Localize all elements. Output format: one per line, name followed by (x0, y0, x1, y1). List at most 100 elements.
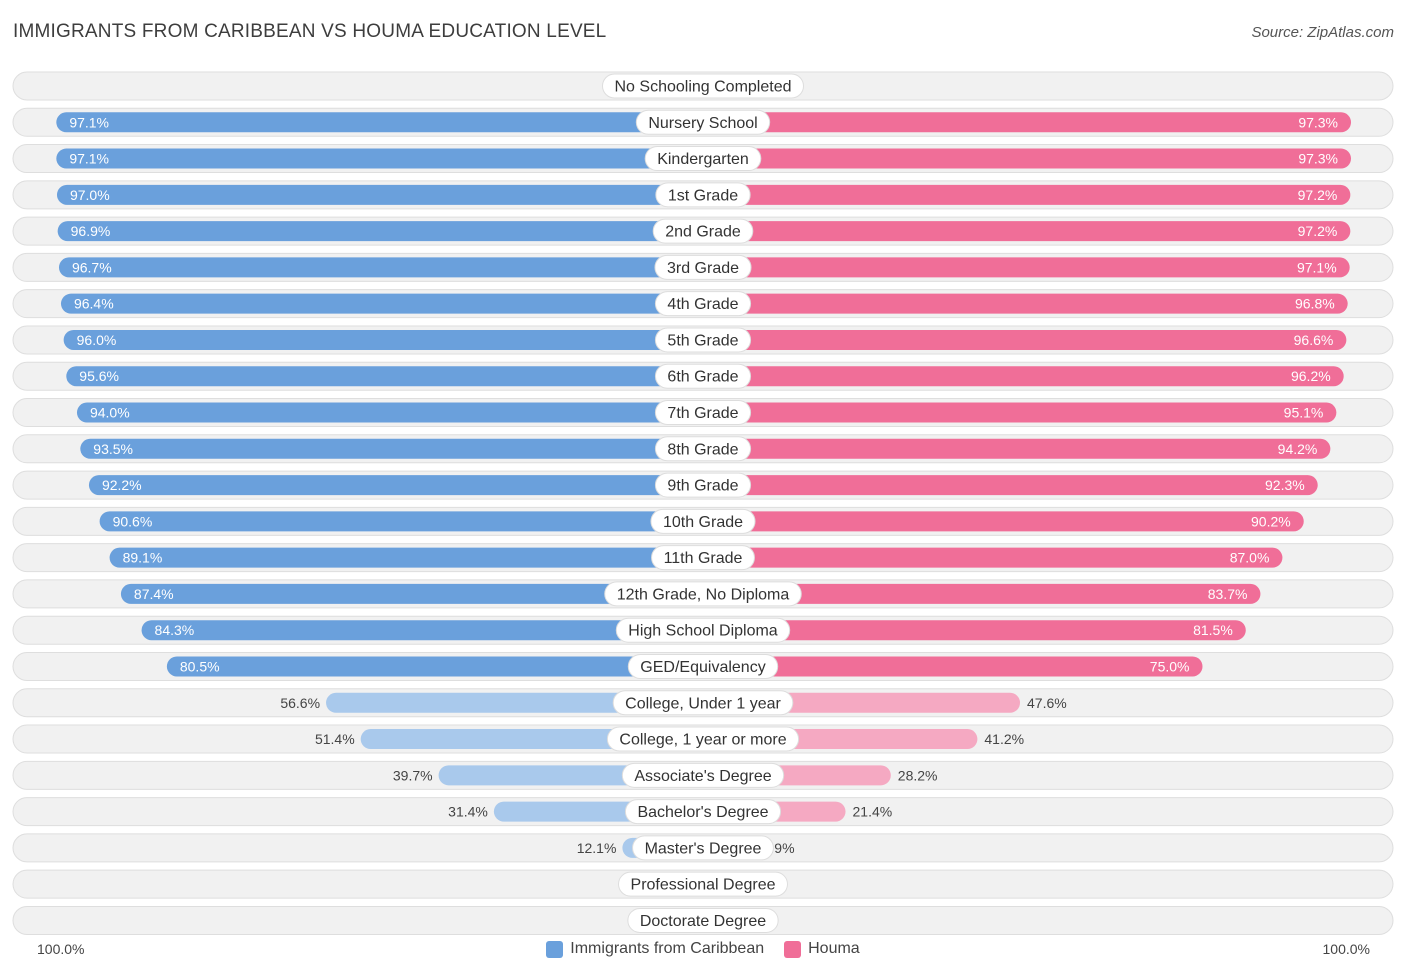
category-pill (621, 762, 785, 788)
category-pill (654, 363, 752, 389)
value-label-right: 21.4% (853, 804, 893, 820)
bar-right (703, 148, 1352, 169)
legend-item-left: Immigrants from Caribbean (546, 940, 764, 958)
legend-swatch-left (546, 940, 564, 958)
value-label-right: 97.3% (1298, 151, 1338, 167)
bar-right (703, 257, 1350, 278)
category-label: 1st Grade (668, 187, 738, 204)
legend-label-right: Houma (808, 940, 860, 957)
chart-title: IMMIGRANTS FROM CARIBBEAN VS HOUMA EDUCA… (13, 21, 607, 42)
bar-left (56, 112, 703, 133)
chart-plot: 2.9%2.8%No Schooling Completed 97.1% 97.3%… (12, 71, 1394, 935)
axis-right-label: 100.0% (1322, 941, 1370, 957)
row-10: 93.5% 94.2% 8th Grade (12, 434, 1394, 464)
category-pill (655, 182, 751, 208)
bar-right (703, 547, 1283, 568)
row-15: 84.3% 81.5% High School Diploma (12, 615, 1394, 645)
value-label-left: 93.5% (93, 441, 133, 457)
category-label: 5th Grade (667, 332, 738, 349)
bar-left (57, 221, 704, 242)
category-pill (627, 653, 779, 679)
category-pill (624, 799, 782, 825)
row-22: 3.5%2.2%Professional Degree (12, 869, 1394, 899)
bar-right (703, 511, 1304, 532)
category-label: Associate's Degree (634, 768, 771, 785)
bar-right (703, 583, 1261, 604)
category-pill (654, 472, 752, 498)
bar-right (703, 221, 1351, 242)
value-label-right: 97.2% (1298, 223, 1338, 239)
bar-right (703, 329, 1347, 350)
value-label-right: 95.1% (1284, 405, 1324, 421)
row-0: 2.9%2.8%No Schooling Completed (12, 71, 1394, 101)
row-7: 96.0% 96.6% 5th Grade (12, 325, 1394, 355)
row-20: 31.4% 21.4% Bachelor's Degree (12, 797, 1394, 827)
bar-left (99, 511, 703, 532)
value-label-right: 28.2% (898, 767, 938, 783)
bar-right (703, 620, 1246, 641)
category-pill (654, 291, 752, 317)
value-label-left: 51.4% (315, 731, 355, 747)
value-label-left: 12.1% (577, 840, 617, 856)
bar-right (703, 184, 1351, 205)
bar-right (703, 438, 1331, 459)
category-pill (652, 218, 754, 244)
value-label-left: 94.0% (90, 405, 130, 421)
value-label-right: 97.3% (1298, 114, 1338, 130)
category-label: 12th Grade, No Diploma (617, 586, 790, 603)
category-pill (602, 73, 804, 99)
row-14: 87.4% 83.7% 12th Grade, No Diploma (12, 579, 1394, 609)
category-pill (615, 617, 791, 643)
value-label-left: 97.0% (70, 187, 110, 203)
row-16: 80.5% 75.0% GED/Equivalency (12, 651, 1394, 681)
bar-left (141, 620, 703, 641)
value-label-left: 80.5% (180, 658, 220, 674)
row-2: 97.1% 97.3% Kindergarten (12, 144, 1394, 174)
value-label-left: 97.1% (69, 114, 109, 130)
row-4: 96.9% 97.2% 2nd Grade (12, 216, 1394, 246)
category-pill (618, 871, 788, 897)
value-label-right: 90.2% (1251, 513, 1291, 529)
axis-left-label: 100.0% (37, 941, 85, 957)
category-label: 3rd Grade (667, 260, 739, 277)
bar-left (58, 257, 703, 278)
category-pill (654, 400, 752, 426)
value-label-left: 96.7% (72, 259, 112, 275)
value-label-right: 81.5% (1193, 622, 1233, 638)
legend-item-right: Houma (784, 940, 860, 958)
bar-left (56, 148, 703, 169)
bar-right (703, 402, 1337, 423)
category-label: Bachelor's Degree (637, 804, 768, 821)
row-5: 96.7% 97.1% 3rd Grade (12, 252, 1394, 282)
row-23: 1.3%0.96%Doctorate Degree (12, 905, 1394, 935)
category-label: 10th Grade (663, 514, 743, 531)
bar-left (56, 184, 704, 205)
value-label-left: 97.1% (69, 151, 109, 167)
bar-left (166, 656, 703, 677)
category-pill (612, 690, 794, 716)
value-label-right: 87.0% (1230, 550, 1270, 566)
row-17: 56.6% 47.6% College, Under 1 year (12, 688, 1394, 718)
category-label: Kindergarten (657, 151, 749, 168)
value-label-right: 94.2% (1278, 441, 1318, 457)
value-label-left: 87.4% (134, 586, 174, 602)
category-pill (654, 327, 752, 353)
category-pill (604, 581, 802, 607)
row-8: 95.6% 96.2% 6th Grade (12, 361, 1394, 391)
bar-right (703, 112, 1352, 133)
value-label-left: 96.0% (77, 332, 117, 348)
category-pill (654, 436, 752, 462)
bar-left (63, 329, 703, 350)
value-label-right: 96.8% (1295, 296, 1335, 312)
bar-left (109, 547, 704, 568)
category-pill (627, 907, 779, 933)
category-pill (635, 109, 771, 135)
bar-left (326, 692, 703, 713)
value-label-left: 92.2% (102, 477, 142, 493)
category-pill (644, 146, 762, 172)
value-label-right: 96.6% (1294, 332, 1334, 348)
row-13: 89.1% 87.0% 11th Grade (12, 543, 1394, 573)
category-pill (654, 254, 752, 280)
category-label: 7th Grade (667, 405, 738, 422)
value-label-right: 41.2% (984, 731, 1024, 747)
